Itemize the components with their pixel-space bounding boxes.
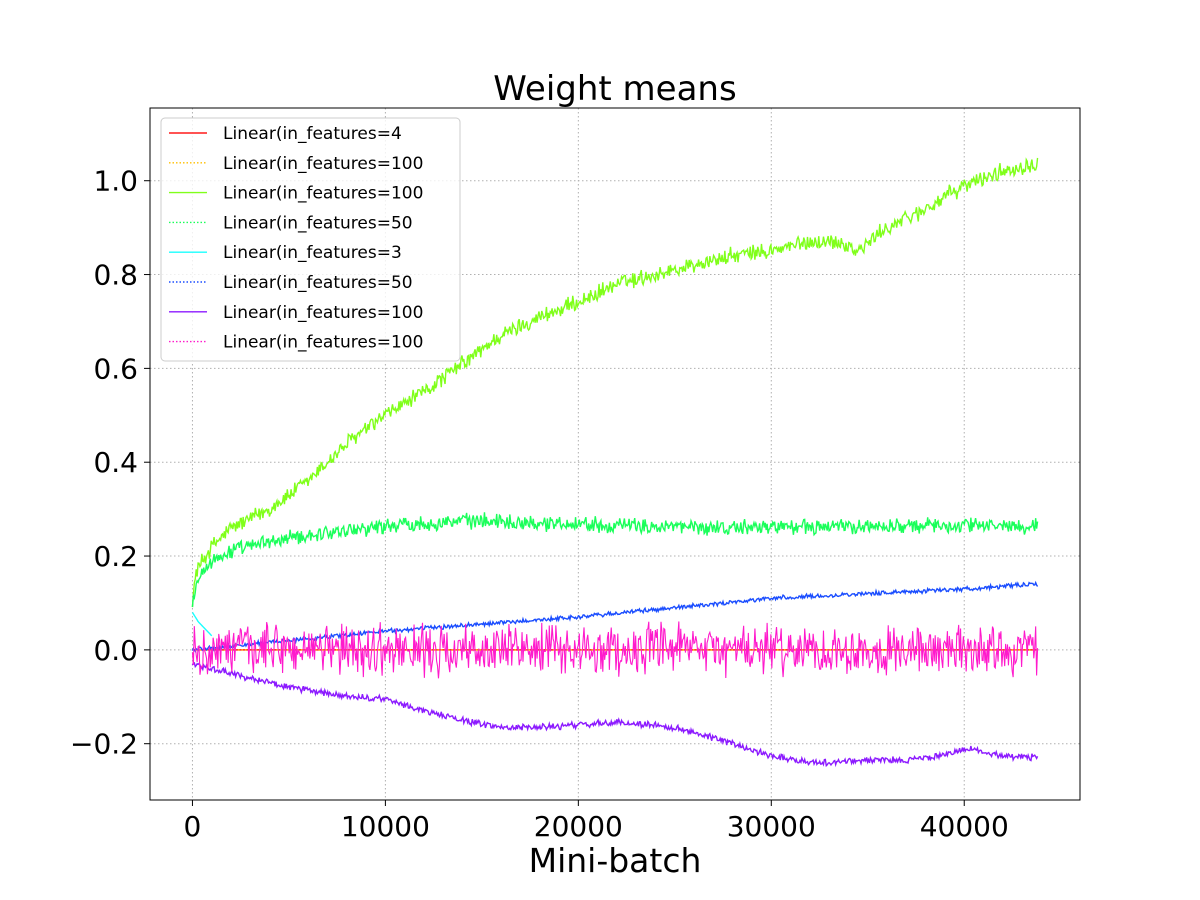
y-tick-label: 0.0 (93, 634, 138, 667)
series-line (191, 512, 1039, 608)
x-tick-label: 0 (184, 810, 202, 843)
legend-label: Linear(in_features=4 (223, 124, 402, 144)
chart-title: Weight means (493, 69, 736, 109)
x-tick-label: 20000 (534, 810, 623, 843)
legend-label: Linear(in_features=3 (223, 243, 402, 263)
x-tick-label: 30000 (727, 810, 816, 843)
y-tick-label: 0.8 (93, 259, 138, 292)
y-tick-label: 0.6 (93, 352, 138, 385)
x-axis-label: Mini-batch (529, 841, 702, 880)
series-line (191, 621, 1039, 679)
legend-label: Linear(in_features=100 (223, 303, 423, 323)
series-line (191, 580, 1039, 653)
legend-label: Linear(in_features=50 (223, 273, 413, 293)
x-tick-label: 40000 (920, 810, 1009, 843)
axis-ticks: 0 10000 20000 30000 40000 −0.2 0.0 0.2 0.4 0.6 0.8… (70, 165, 1009, 843)
y-tick-label: −0.2 (70, 728, 138, 761)
legend-label: Linear(in_features=50 (223, 213, 413, 233)
plot-frame (149, 107, 1081, 801)
legend-label: Linear(in_features=100 (223, 184, 423, 204)
legend: Linear(in_features=4 Linear(in_features=1… (160, 117, 461, 362)
legend-label: Linear(in_features=100 (223, 154, 423, 174)
series-line (191, 611, 213, 637)
legend-box (160, 117, 461, 362)
y-tick-label: 0.4 (93, 446, 138, 479)
series-line (191, 157, 1039, 608)
series-layer (191, 157, 1039, 768)
y-tick-label: 1.0 (93, 165, 138, 198)
legend-label: Linear(in_features=100 (223, 333, 423, 353)
x-tick-label: 10000 (341, 810, 430, 843)
y-tick-label: 0.2 (93, 540, 138, 573)
series-line (191, 662, 1039, 768)
